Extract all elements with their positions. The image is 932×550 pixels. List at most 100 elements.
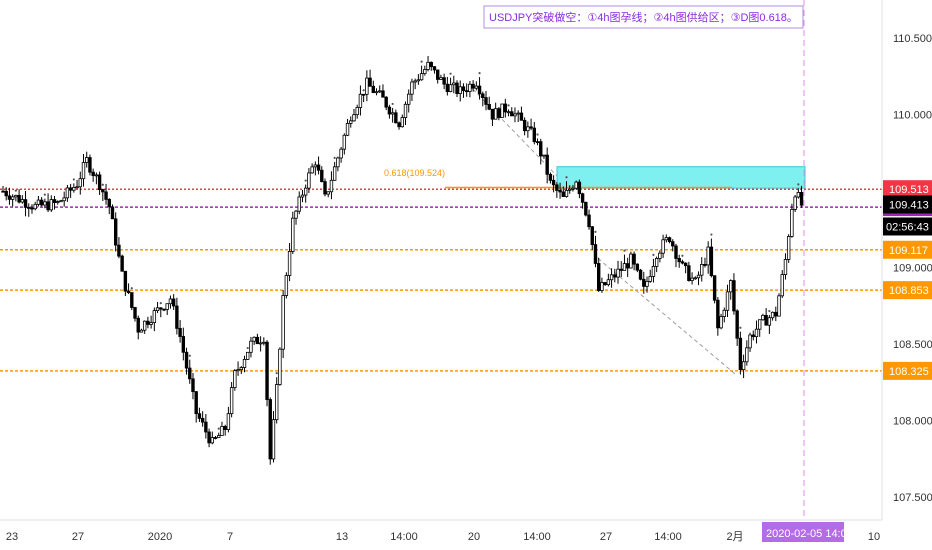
candle [81, 153, 86, 187]
candle [278, 347, 282, 386]
candle [229, 382, 234, 418]
candle [606, 273, 611, 287]
candle [268, 397, 272, 465]
candle [738, 331, 743, 375]
candle [661, 234, 665, 258]
candle [764, 308, 768, 326]
candle [458, 80, 462, 102]
candle [677, 254, 681, 268]
candle [62, 191, 66, 207]
y-tick-label-0: 107.500 [893, 492, 932, 504]
candle [513, 107, 517, 123]
candle [490, 108, 495, 127]
fractal-marker [159, 302, 162, 305]
candle [745, 340, 749, 366]
fractal-marker [652, 253, 655, 257]
candle [548, 172, 553, 184]
candle [519, 106, 524, 121]
candle [461, 83, 466, 98]
candle [123, 270, 128, 297]
candle [600, 277, 604, 293]
candle [233, 369, 237, 391]
fractal-markers-layer [14, 60, 800, 430]
time-axis[interactable] [0, 519, 882, 550]
candle [732, 273, 736, 315]
candle [703, 257, 707, 268]
candle [439, 74, 443, 80]
candle [651, 258, 656, 283]
candle [207, 428, 211, 448]
candle [783, 253, 788, 280]
candle [613, 268, 617, 283]
candle [149, 315, 153, 329]
candle [384, 96, 388, 111]
candle [690, 272, 694, 285]
candle [577, 179, 582, 199]
candle [551, 175, 556, 193]
candle [471, 80, 475, 92]
svg-text:109.513: 109.513 [889, 184, 929, 196]
candle [793, 195, 797, 212]
candle [629, 251, 633, 269]
candle [571, 184, 575, 192]
svg-text:02:56:43: 02:56:43 [886, 221, 929, 233]
candle [258, 336, 263, 352]
candle [619, 261, 623, 278]
candle [593, 235, 598, 268]
candle [194, 390, 198, 423]
candle [117, 237, 121, 259]
candle [616, 260, 620, 284]
candle [281, 290, 285, 359]
candle [658, 250, 662, 263]
candle [374, 88, 379, 96]
candle [751, 330, 755, 341]
candle [484, 90, 488, 111]
candle [371, 80, 375, 94]
candle [210, 431, 214, 445]
candle [52, 195, 57, 210]
candle [464, 83, 469, 97]
candle [493, 102, 498, 120]
y-tick-label-1: 108.000 [893, 416, 932, 428]
candle [107, 198, 111, 215]
candle [85, 151, 89, 168]
supply-zone-layer [445, 166, 806, 189]
candle [664, 234, 669, 243]
svg-text:109.117: 109.117 [889, 245, 928, 257]
price-axis[interactable] [881, 0, 932, 520]
candle [342, 133, 347, 155]
candle [522, 117, 527, 136]
candle [648, 269, 652, 283]
candle [539, 138, 543, 165]
candle [197, 407, 202, 422]
svg-text:108.853: 108.853 [889, 285, 929, 297]
candle [78, 171, 82, 195]
candle [693, 276, 697, 280]
candle [7, 187, 12, 205]
candle [255, 333, 260, 345]
candle [635, 263, 640, 273]
candle [423, 65, 427, 76]
title-annotation-box[interactable]: USDJPY突破做空：①4h图孕线；②4h图供给区；③D图0.618。 [483, 5, 804, 29]
candle [349, 116, 353, 128]
candle [680, 259, 685, 265]
candle [561, 186, 565, 197]
candle [43, 198, 47, 209]
candle [683, 262, 688, 274]
crosshair-date-badge: 2020-02-05 14:00 [762, 522, 853, 542]
candle [429, 61, 433, 71]
candle [426, 55, 430, 72]
candle [696, 271, 701, 286]
candle [320, 166, 324, 183]
candle [725, 284, 730, 318]
candle [152, 307, 157, 332]
candle [761, 313, 765, 321]
candle [368, 69, 372, 87]
supply-zone [556, 166, 806, 189]
candle [236, 361, 240, 376]
candle [609, 268, 614, 288]
candle [719, 313, 723, 330]
candle [780, 270, 784, 299]
candle [336, 156, 340, 172]
